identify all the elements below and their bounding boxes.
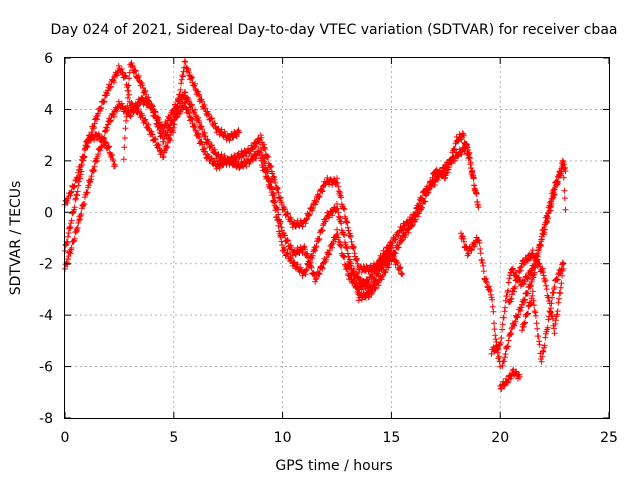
y-tick-label: -8 bbox=[39, 411, 53, 427]
plot-frame bbox=[64, 57, 610, 419]
plus-markers bbox=[120, 60, 482, 296]
plus-markers bbox=[344, 249, 406, 295]
plus-markers bbox=[519, 259, 567, 365]
x-tick-label: 25 bbox=[600, 430, 618, 446]
axis-ticks: 0 5 10 15 20 25 -8 -6 -4 -2 0 2 4 6 bbox=[39, 51, 618, 446]
data-points bbox=[62, 58, 569, 392]
y-tick-label: 0 bbox=[44, 205, 53, 221]
y-axis-label: SDTVAR / TECUs bbox=[8, 181, 24, 296]
y-tick-label: -6 bbox=[39, 360, 53, 376]
plus-markers bbox=[497, 366, 523, 392]
y-tick-label: -2 bbox=[39, 257, 53, 273]
series-track-11 bbox=[505, 247, 567, 337]
y-tick-label: 2 bbox=[44, 154, 53, 170]
series-track-5 bbox=[257, 130, 482, 304]
series-track-12 bbox=[519, 259, 567, 365]
series-track-7 bbox=[458, 230, 504, 370]
x-tick-label: 5 bbox=[169, 430, 178, 446]
y-tick-label: 4 bbox=[44, 102, 53, 118]
plus-markers bbox=[505, 247, 567, 337]
series-track-4 bbox=[120, 60, 482, 296]
x-tick-label: 10 bbox=[274, 430, 292, 446]
y-tick-label: -4 bbox=[39, 308, 53, 324]
x-tick-label: 20 bbox=[491, 430, 509, 446]
x-tick-label: 0 bbox=[61, 430, 70, 446]
chart-title: Day 024 of 2021, Sidereal Day-to-day VTE… bbox=[51, 22, 618, 38]
plus-markers bbox=[458, 230, 504, 370]
x-tick-label: 15 bbox=[382, 430, 400, 446]
y-tick-label: 6 bbox=[44, 51, 53, 67]
plus-markers bbox=[257, 130, 482, 304]
series-track-8 bbox=[497, 366, 523, 392]
x-axis-label: GPS time / hours bbox=[275, 458, 392, 474]
series-track-6 bbox=[344, 249, 406, 295]
